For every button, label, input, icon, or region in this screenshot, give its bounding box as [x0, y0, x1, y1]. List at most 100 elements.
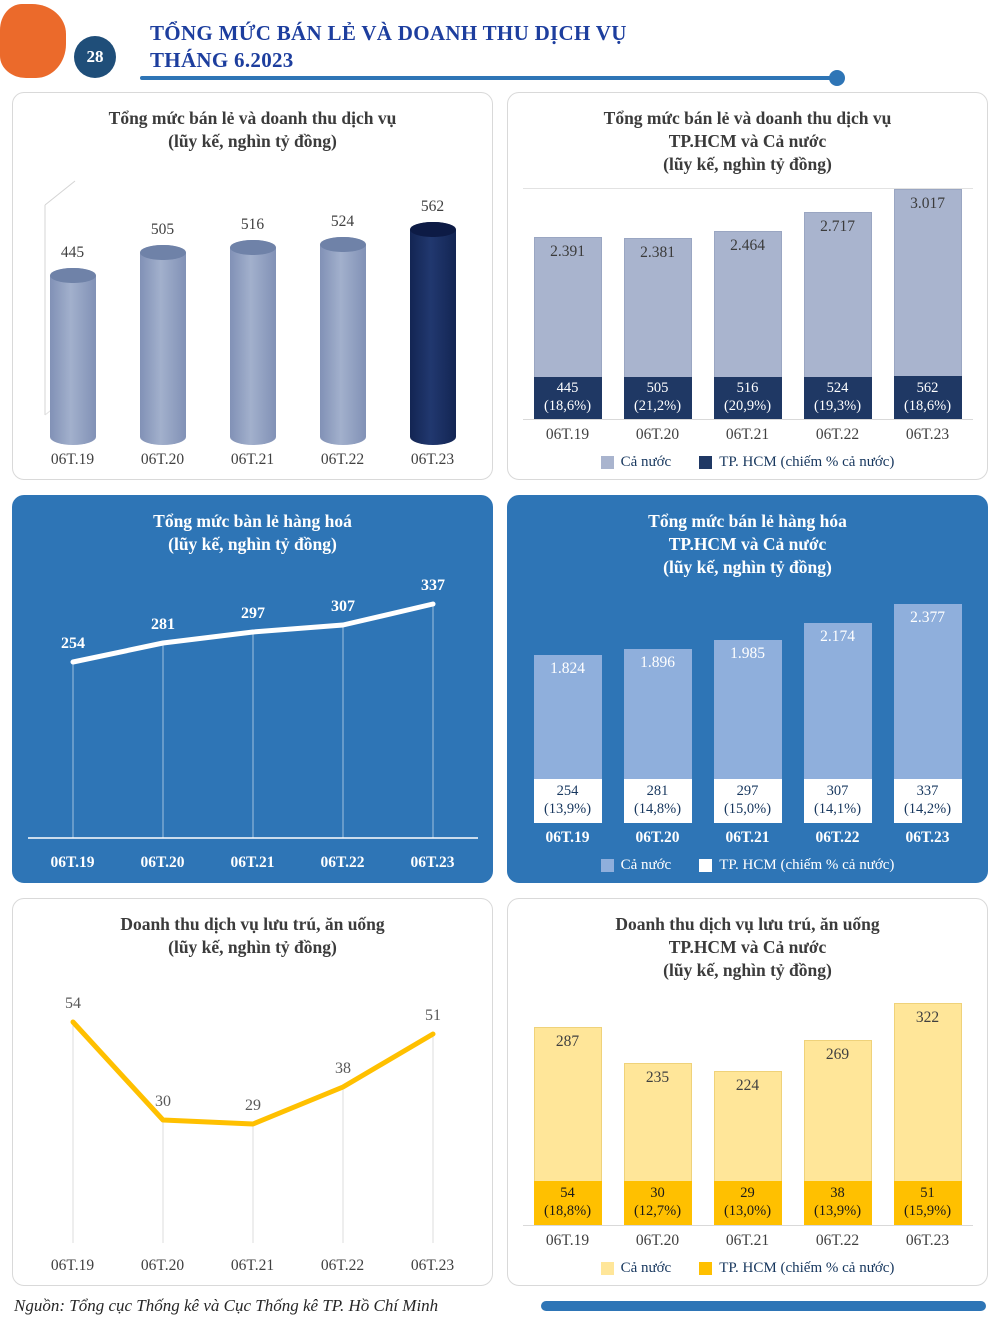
category-label: 06T.22 [815, 1232, 860, 1249]
stacked-bar: 2.174 307 (14,1%) [803, 623, 872, 823]
hcm-segment: 445 (18,6%) [533, 377, 602, 419]
hcm-percent-label: (13,0%) [723, 1203, 772, 1219]
hcm-segment: 562 (18,6%) [893, 376, 962, 419]
hcm-percent-label: (13,9%) [813, 1203, 862, 1219]
point-value-label: 281 [151, 616, 175, 633]
x-axis-labels: 06T.19 06T.20 06T.21 06T.22 06T.23 [28, 451, 478, 469]
category-label: 06T.20 [635, 1232, 680, 1249]
legend-label-hcm: TP. HCM (chiếm % cả nước) [719, 1260, 895, 1276]
hcm-value-label: 281 [646, 783, 669, 800]
chart-title-line: TP.HCM và Cả nước [668, 131, 827, 152]
country-value-label: 2.377 [910, 609, 945, 626]
panel-goods-retail-hcm-vs-country: Tổng mức bán lẻ hàng hóa TP.HCM và Cả nư… [507, 495, 988, 883]
category-label: 06T.20 [140, 451, 185, 468]
hcm-value-label: 562 [916, 379, 939, 396]
hcm-percent-label: (18,6%) [543, 398, 592, 414]
category-label: 06T.21 [230, 451, 275, 468]
country-segment: 1.896 [623, 649, 692, 779]
chart-legend: Cả nước TP. HCM (chiếm % cả nước) [520, 454, 975, 471]
stacked-bar: 235 30 (12,7%) [623, 1063, 692, 1225]
legend-label-country: Cả nước [620, 857, 672, 873]
category-label: 06T.19 [50, 854, 95, 872]
country-value-label: 235 [645, 1069, 670, 1086]
hcm-segment: 505 (21,2%) [623, 377, 692, 419]
legend-swatch-hcm [699, 859, 713, 872]
country-segment: 269 [803, 1040, 872, 1181]
line-chart-svg: 254 281 297 307 337 [27, 577, 478, 839]
page-title-line2: THÁNG 6.2023 [150, 48, 294, 72]
category-label: 06T.20 [140, 1257, 185, 1275]
category-label: 06T.21 [725, 1232, 770, 1249]
legend-item-hcm: TP. HCM (chiếm % cả nước) [699, 857, 894, 874]
country-value-label: 1.985 [730, 645, 765, 662]
category-label: 06T.23 [410, 1257, 455, 1275]
hcm-segment: 51 (15,9%) [893, 1181, 962, 1225]
category-label: 06T.21 [725, 426, 770, 443]
stacked-bar: 287 54 (18,8%) [533, 1027, 602, 1225]
panel-goods-retail-total: Tổng mức bàn lẻ hàng hoá (lũy kế, nghìn … [12, 495, 493, 883]
hcm-value-label: 524 [826, 380, 849, 397]
category-label: 06T.19 [545, 829, 590, 846]
legend-item-country: Cả nước [600, 454, 671, 471]
hcm-percent-label: (18,6%) [903, 397, 952, 414]
chart-title: Doanh thu dịch vụ lưu trú, ăn uống TP.HC… [520, 913, 975, 982]
country-segment: 235 [623, 1063, 692, 1181]
panel-retail-services-hcm-vs-country: Tổng mức bán lẻ và doanh thu dịch vụ TP.… [507, 92, 988, 480]
country-segment: 2.391 [533, 237, 602, 377]
country-segment: 322 [893, 1003, 962, 1181]
chart-title-line: Tổng mức bán lẻ và doanh thu dịch vụ [108, 108, 397, 128]
chart-legend: Cả nước TP. HCM (chiếm % cả nước) [520, 857, 975, 874]
country-segment: 1.985 [713, 640, 782, 779]
legend-swatch-country [600, 1262, 614, 1275]
page-number-badge: 28 [74, 36, 116, 78]
title-underline [140, 70, 845, 86]
category-label: 06T.20 [140, 854, 185, 872]
chart-title-line: Doanh thu dịch vụ lưu trú, ăn uống [615, 914, 880, 934]
bar [409, 222, 456, 445]
chart-title: Tổng mức bán lẻ hàng hóa TP.HCM và Cả nư… [520, 510, 975, 579]
country-value-label: 2.381 [640, 244, 675, 261]
bar-column: 505 [118, 221, 208, 445]
underline-dot [829, 70, 845, 86]
stacked-bar-column: 2.464 516 (20,9%) [703, 231, 793, 419]
footer-accent-bar [541, 1301, 986, 1311]
country-value-label: 322 [915, 1009, 940, 1026]
chart-title-line: (lũy kế, nghìn tỷ đồng) [168, 534, 337, 555]
bar-value-label: 516 [240, 216, 265, 233]
stacked-bar-column: 3.017 562 (18,6%) [883, 189, 973, 419]
data-line [70, 601, 435, 665]
category-label: 06T.22 [320, 1257, 365, 1275]
stacked-bar: 2.391 445 (18,6%) [533, 237, 602, 419]
orange-blob-decoration [0, 4, 66, 78]
country-segment: 2.377 [893, 604, 962, 779]
hcm-value-label: 297 [736, 783, 759, 800]
stacked-bar: 2.717 524 (19,3%) [803, 212, 872, 419]
stacked-bar-column: 287 54 (18,8%) [523, 1027, 613, 1225]
category-label: 06T.22 [320, 854, 365, 872]
hcm-percent-label: (18,8%) [543, 1203, 592, 1219]
hcm-value-label: 505 [646, 380, 669, 397]
hcm-segment: 297 (15,0%) [713, 779, 782, 823]
hcm-value-label: 337 [916, 783, 939, 800]
point-value-label: 307 [331, 598, 355, 615]
bar [229, 240, 276, 445]
hcm-percent-label: (21,2%) [633, 398, 682, 414]
stacked-bar: 2.464 516 (20,9%) [713, 231, 782, 419]
stacked-bar-chart: 287 54 (18,8%) 235 30 (12,7%) 224 29 (13,0%) 269 3… [522, 1003, 973, 1226]
chart-title: Tổng mức bàn lẻ hàng hoá (lũy kế, nghìn … [25, 510, 480, 556]
hcm-percent-label: (19,3%) [813, 398, 862, 414]
stacked-bar-column: 322 51 (15,9%) [883, 1003, 973, 1225]
hcm-percent-label: (15,9%) [903, 1203, 952, 1219]
x-axis-labels: 06T.19 06T.20 06T.21 06T.22 06T.23 [28, 1257, 478, 1275]
bar-value-label: 524 [330, 213, 355, 230]
hcm-percent-label: (15,0%) [723, 801, 772, 817]
legend-item-hcm: TP. HCM (chiếm % cả nước) [699, 1260, 894, 1277]
hcm-percent-label: (14,1%) [813, 801, 862, 817]
panel-accommodation-food-hcm-vs-country: Doanh thu dịch vụ lưu trú, ăn uống TP.HC… [507, 898, 988, 1286]
category-label: 06T.22 [815, 829, 860, 846]
charts-grid: Tổng mức bán lẻ và doanh thu dịch vụ (lũ… [0, 92, 1000, 1286]
bar [319, 237, 366, 445]
country-value-label: 3.017 [910, 195, 945, 212]
x-axis-labels: 06T.19 06T.20 06T.21 06T.22 06T.23 [28, 854, 478, 872]
country-value-label: 224 [735, 1077, 760, 1094]
